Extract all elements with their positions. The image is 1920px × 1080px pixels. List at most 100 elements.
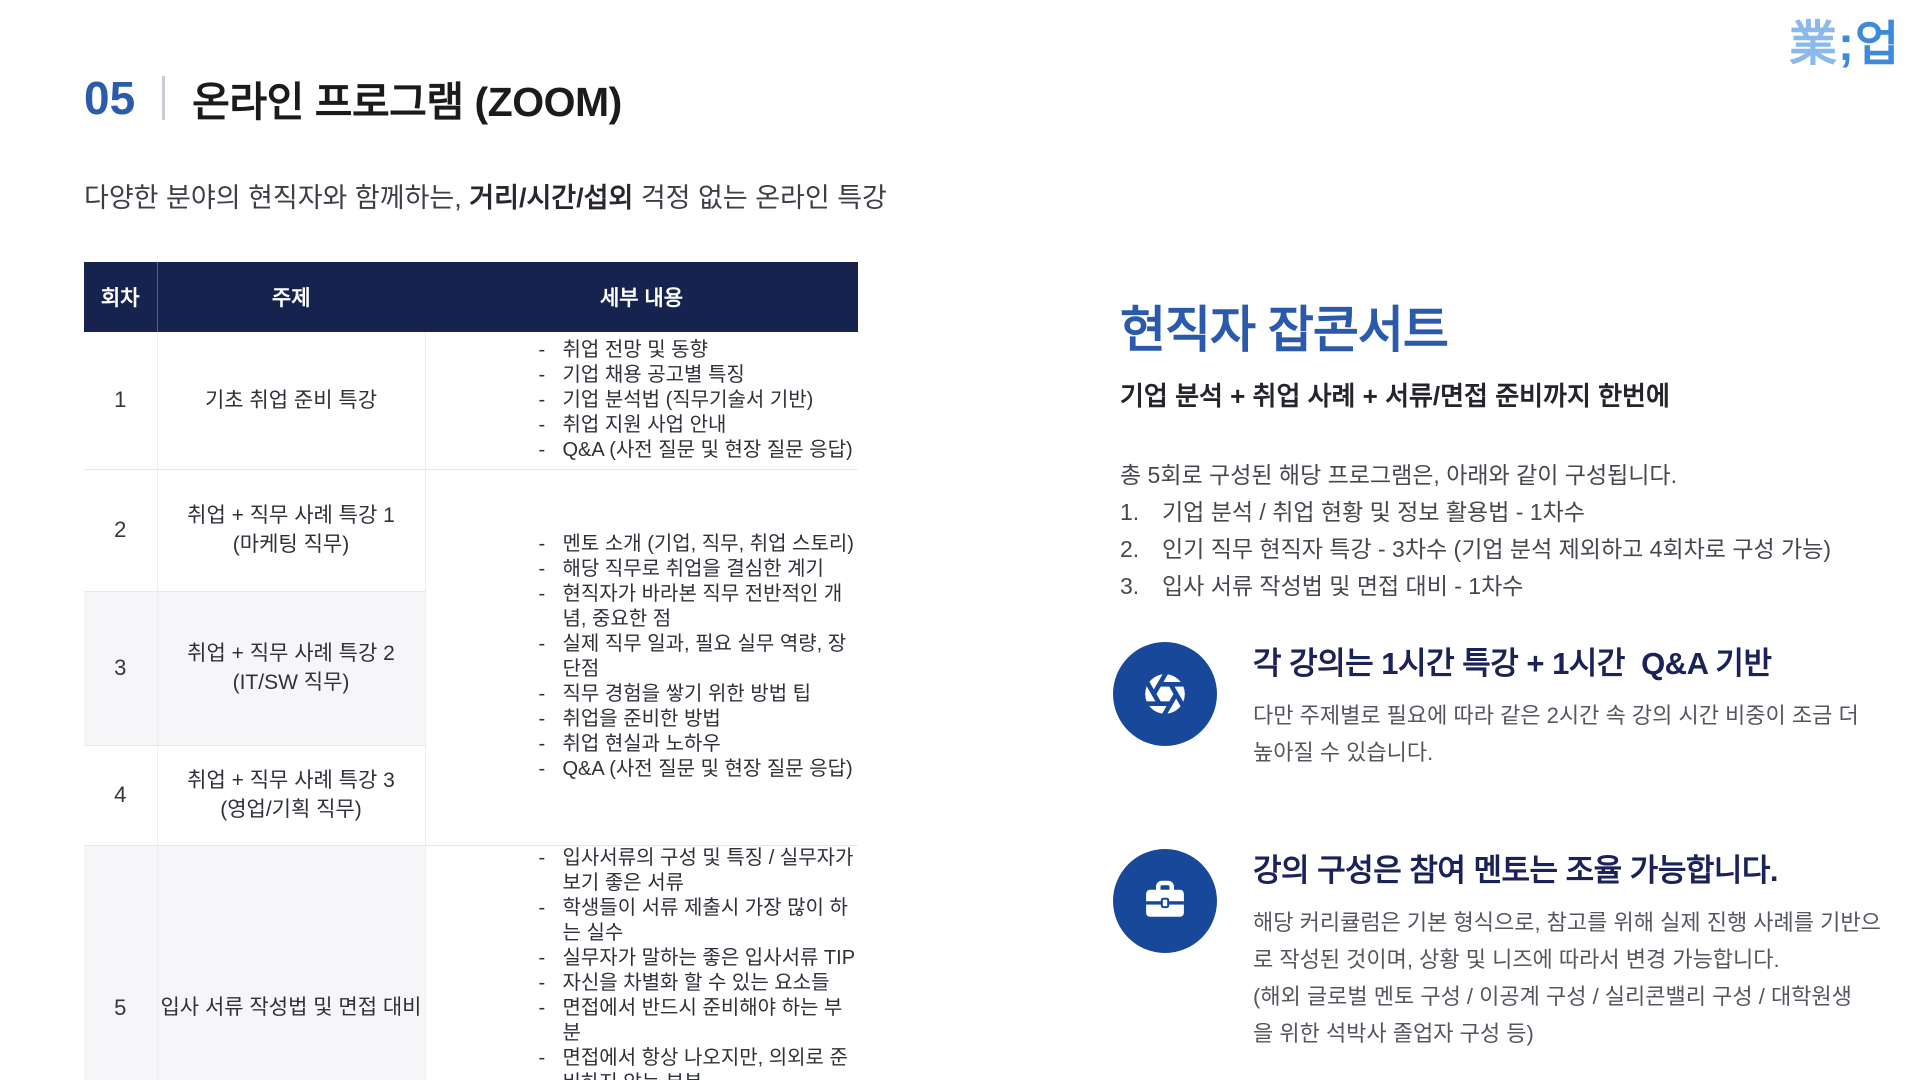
title-divider: [162, 76, 166, 120]
detail-line: - 실무자가 말하는 좋은 입사서류 TIP: [539, 946, 859, 971]
details-cell: - 취업 전망 및 동향 - 기업 채용 공고별 특징 - 기업 분석법 (직무기술서 기…: [425, 332, 859, 470]
detail-dash: -: [538, 946, 546, 969]
round-cell: 2: [84, 469, 158, 592]
panel-subtitle: 기업 분석 + 취업 사례 + 서류/면접 준비까지 한번에: [1120, 381, 1670, 411]
subtitle-post: 걱정 없는 온라인 특강: [633, 183, 887, 213]
detail-line: - 취업을 준비한 방법: [539, 707, 859, 732]
table-row: 4 취업 + 직무 사례 특강 3 (영업/기획 직무): [84, 745, 858, 846]
detail-line: - 실제 직무 일과, 필요 실무 역량, 장단점: [539, 632, 859, 682]
detail-text: 직무 경험을 쌓기 위한 방법 팁: [562, 683, 812, 705]
detail-line: - 취업 지원 사업 안내: [539, 413, 859, 438]
logo-text: ;업: [1838, 18, 1901, 71]
detail-line: -면접에서 항상 나오지만, 의외로 준비하지 않는 부분: [539, 1046, 859, 1080]
detail-dash: -: [538, 338, 546, 361]
program-item-text: 인기 직무 현직자 특강 - 3차수 (기업 분석 제외하고 4회차로 구성 가…: [1162, 536, 1832, 562]
col-header-round: 회차: [84, 262, 158, 332]
topic-line-2: (IT/SW 직무): [232, 671, 350, 694]
detail-text: 멘토 소개 (기업, 직무, 취업 스토리): [562, 533, 854, 555]
round-cell: 4: [84, 745, 158, 846]
topic-line-1: 취업 + 직무 사례 특강 3: [187, 768, 395, 792]
topic-cell: 입사 서류 작성법 및 면접 대비: [157, 845, 426, 1080]
detail-text: 현직자가 바라본 직무 전반적인 개념, 중요한 점: [562, 583, 843, 630]
table-row: 5 입사 서류 작성법 및 면접 대비 - 입사서류의 구성 및 특징 / 실무자…: [84, 845, 858, 1080]
callout-mentor-config: 강의 구성은 참여 멘토는 조율 가능합니다. 해당 커리큘럼은 기본 형식으로…: [1113, 845, 1893, 1052]
aperture-icon: [1113, 642, 1217, 746]
table-row: 1 기초 취업 준비 특강 - 취업 전망 및 동향 - 기업 채용 공고별 특징 - 기…: [84, 332, 859, 470]
detail-text: 면접에서 항상 나오지만, 의외로 준비하지 않는 부분: [562, 1046, 848, 1080]
detail-text: Q&A (사전 질문 및 현장 질문 응답): [562, 438, 853, 461]
detail-text: 실제 직무 일과, 필요 실무 역량, 장단점: [562, 633, 847, 680]
detail-dash: -: [538, 633, 546, 655]
logo-hanja-glyph: 業: [1789, 18, 1839, 71]
program-item-text: 기업 분석 / 취업 현황 및 정보 활용법 - 1차수: [1162, 499, 1585, 525]
program-item-number: 3.: [1120, 573, 1140, 599]
details-list: - 멘토 소개 (기업, 직무, 취업 스토리) - 해당 직무로 취업을 결심한 계…: [539, 532, 859, 782]
details-list: - 입사서류의 구성 및 특징 / 실무자가 보기 좋은 서류 - 학생들이 서류 제…: [539, 846, 859, 1080]
detail-line: - 취업 현실과 노하우: [539, 732, 859, 757]
program-item: 2. 인기 직무 현직자 특강 - 3차수 (기업 분석 제외하고 4회차로 구…: [1120, 531, 1900, 568]
page-title: 온라인 프로그램 (ZOOM): [192, 79, 622, 125]
program-item: 1. 기업 분석 / 취업 현황 및 정보 활용법 - 1차수: [1120, 494, 1900, 531]
round-cell: 3: [84, 591, 158, 746]
detail-dash: -: [538, 758, 546, 780]
detail-dash: -: [538, 533, 546, 555]
subtitle-bold: 거리/시간/섭외: [469, 183, 634, 213]
detail-dash: -: [538, 683, 546, 705]
col-header-details: 세부 내용: [425, 262, 858, 332]
detail-line: - Q&A (사전 질문 및 현장 질문 응답): [539, 757, 859, 782]
page-subtitle: 다양한 분야의 현직자와 함께하는, 거리/시간/섭외 걱정 없는 온라인 특강: [84, 176, 887, 215]
detail-line: - 취업 전망 및 동향: [539, 338, 859, 363]
detail-text: 실무자가 말하는 좋은 입사서류 TIP: [562, 946, 856, 969]
panel-title: 현직자 잡콘서트: [1120, 302, 1449, 358]
detail-dash: -: [538, 733, 546, 755]
round-cell: 1: [84, 332, 158, 470]
detail-dash: -: [538, 413, 546, 436]
detail-dash: -: [538, 896, 546, 919]
detail-line: - 해당 직무로 취업을 결심한 계기: [539, 557, 859, 582]
detail-text: 취업을 준비한 방법: [562, 708, 721, 730]
topic-cell: 취업 + 직무 사례 특강 1 (마케팅 직무): [157, 469, 426, 592]
topic-line-1: 취업 + 직무 사례 특강 1: [187, 503, 395, 527]
detail-line: - 기업 분석법 (직무기술서 기반): [539, 388, 859, 413]
detail-line: - 면접에서 반드시 준비해야 하는 부분: [539, 996, 859, 1046]
callout-title: 강의 구성은 참여 멘토는 조율 가능합니다.: [1253, 853, 1779, 888]
topic-line-2: (영업/기획 직무): [220, 798, 362, 821]
detail-dash: -: [538, 1046, 546, 1069]
topic-cell: 취업 + 직무 사례 특강 2 (IT/SW 직무): [157, 591, 426, 746]
topic-cell: 취업 + 직무 사례 특강 3 (영업/기획 직무): [157, 745, 426, 846]
detail-dash: -: [538, 846, 546, 869]
topic-line-1: 취업 + 직무 사례 특강 2: [187, 641, 395, 665]
job-concert-panel: 현직자 잡콘서트 기업 분석 + 취업 사례 + 서류/면접 준비까지 한번에 …: [1120, 290, 1900, 605]
details-cell-merged: - 멘토 소개 (기업, 직무, 취업 스토리) - 해당 직무로 취업을 결심한 계…: [425, 469, 859, 846]
callout-text: 해당 커리큘럼은 기본 형식으로, 참고를 위해 실제 진행 사례를 기반으 로…: [1253, 910, 1881, 1046]
detail-line: - 멘토 소개 (기업, 직무, 취업 스토리): [539, 532, 859, 557]
detail-text: 입사서류의 구성 및 특징 / 실무자가 보기 좋은 서류: [562, 846, 854, 894]
details-cell: - 입사서류의 구성 및 특징 / 실무자가 보기 좋은 서류 - 학생들이 서류 제…: [425, 845, 858, 1080]
briefcase-icon: [1113, 849, 1217, 953]
detail-text: 학생들이 서류 제출시 가장 많이 하는 실수: [562, 896, 848, 944]
callout-lecture-format: 각 강의는 1시간 특강 + 1시간 Q&A 기반 다만 주제별로 필요에 따라…: [1113, 638, 1893, 771]
table-header: 회차 주제 세부 내용: [84, 262, 858, 332]
detail-text: 취업 지원 사업 안내: [562, 413, 727, 436]
detail-text: 면접에서 반드시 준비해야 하는 부분: [562, 996, 843, 1044]
program-item: 3. 입사 서류 작성법 및 면접 대비 - 1차수: [1120, 568, 1900, 605]
program-item-text: 입사 서류 작성법 및 면접 대비 - 1차수: [1162, 573, 1524, 599]
panel-intro: 총 5회로 구성된 해당 프로그램은, 아래와 같이 구성됩니다.: [1120, 462, 1677, 488]
detail-line: - 기업 채용 공고별 특징: [539, 363, 859, 388]
detail-line: - 현직자가 바라본 직무 전반적인 개념, 중요한 점: [539, 582, 859, 632]
detail-dash: -: [538, 388, 546, 411]
detail-text: 취업 현실과 노하우: [562, 733, 721, 755]
detail-text: 기업 분석법 (직무기술서 기반): [562, 388, 814, 411]
detail-dash: -: [538, 438, 546, 461]
detail-dash: -: [538, 708, 546, 730]
detail-text: Q&A (사전 질문 및 현장 질문 응답): [562, 758, 853, 780]
detail-text: 기업 채용 공고별 특징: [562, 363, 745, 386]
topic-cell: 기초 취업 준비 특강: [157, 332, 426, 470]
details-list: - 취업 전망 및 동향 - 기업 채용 공고별 특징 - 기업 분석법 (직무기술서 기…: [539, 338, 859, 463]
callout-text: 다만 주제별로 필요에 따라 같은 2시간 속 강의 시간 비중이 조금 더 높…: [1253, 703, 1859, 765]
program-item-number: 1.: [1120, 499, 1140, 525]
program-list: 1. 기업 분석 / 취업 현황 및 정보 활용법 - 1차수 2. 인기 직무…: [1120, 494, 1900, 605]
brand-logo: 業;업: [1789, 16, 1900, 74]
curriculum-table: 회차 주제 세부 내용 1 기초 취업 준비 특강 - 취업 전망 및 동향 - 기업…: [84, 262, 858, 1080]
